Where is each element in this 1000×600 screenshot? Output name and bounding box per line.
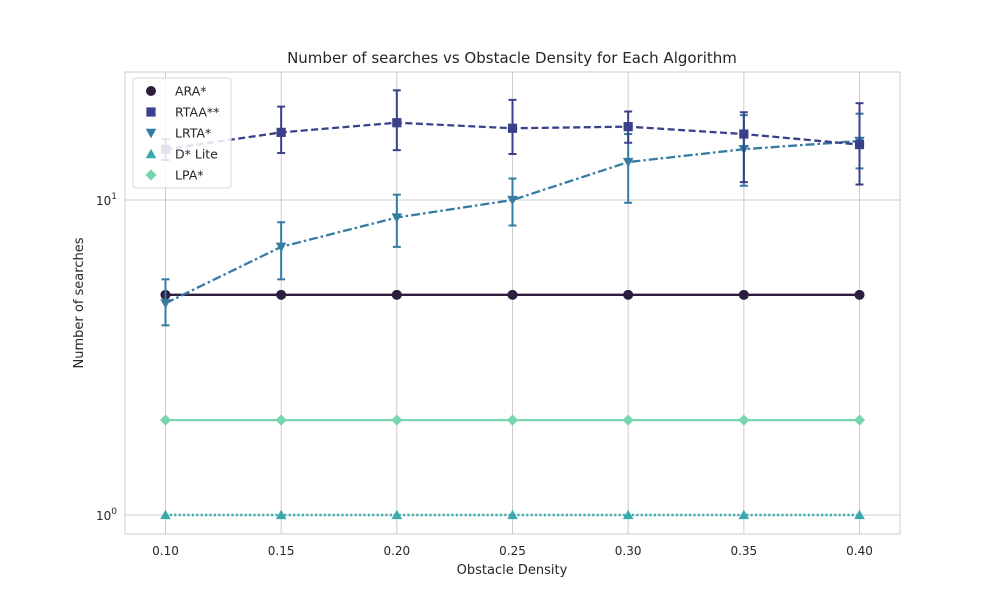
- data-point: [275, 414, 287, 426]
- x-tick-label: 0.35: [730, 544, 757, 558]
- legend-marker: [145, 169, 157, 181]
- legend-label: RTAA**: [175, 105, 219, 120]
- series-lpa: [159, 414, 866, 426]
- y-tick-label: 100: [96, 507, 117, 523]
- chart-title: Number of searches vs Obstacle Density f…: [287, 49, 737, 67]
- data-point: [622, 414, 634, 426]
- x-axis-label: Obstacle Density: [457, 563, 568, 578]
- data-point: [391, 289, 402, 300]
- data-point: [854, 509, 865, 520]
- legend-item: ARA*: [146, 84, 207, 99]
- x-tick-label: 0.20: [383, 544, 410, 558]
- legend-marker: [145, 148, 157, 159]
- data-point: [276, 289, 287, 300]
- data-point: [507, 289, 518, 300]
- legend-label: LRTA*: [175, 126, 211, 141]
- legend: ARA* RTAA** LRTA* D* Lite LPA*: [132, 77, 232, 189]
- data-point: [506, 414, 519, 426]
- data-point: [276, 127, 286, 137]
- x-tick-label: 0.30: [615, 544, 642, 558]
- data-point: [853, 414, 866, 426]
- data-point: [623, 122, 633, 132]
- data-point: [738, 289, 749, 300]
- x-tick-label: 0.15: [268, 544, 295, 558]
- data-point: [623, 289, 634, 300]
- legend-marker: [145, 128, 157, 139]
- data-point: [391, 509, 403, 520]
- legend-label: ARA*: [175, 84, 207, 99]
- y-tick-label: 101: [96, 192, 117, 208]
- legend-box: [132, 77, 232, 189]
- legend-label: LPA*: [175, 168, 204, 183]
- y-axis-ticks: 100 101: [96, 192, 117, 523]
- data-point: [622, 509, 634, 520]
- data-point: [622, 157, 634, 168]
- data-point: [391, 414, 403, 426]
- series-layer: [159, 89, 866, 520]
- data-point: [854, 289, 865, 300]
- x-tick-label: 0.40: [846, 544, 873, 558]
- series-ara: [160, 289, 865, 300]
- data-point: [507, 123, 518, 133]
- legend-marker: [146, 86, 156, 96]
- legend-item: LRTA*: [145, 126, 211, 141]
- data-point: [275, 242, 287, 253]
- data-point: [738, 414, 750, 426]
- legend-label: D* Lite: [175, 147, 218, 162]
- data-point: [738, 509, 750, 520]
- x-tick-label: 0.25: [499, 544, 526, 558]
- data-point: [160, 299, 171, 309]
- data-point: [507, 509, 518, 520]
- data-point: [391, 213, 403, 223]
- series-d-lite: [160, 509, 865, 520]
- data-point: [507, 195, 518, 206]
- data-point: [739, 129, 749, 139]
- legend-marker: [146, 107, 156, 117]
- x-tick-label: 0.10: [152, 544, 179, 558]
- data-point: [159, 414, 172, 426]
- legend-item: D* Lite: [145, 147, 218, 162]
- data-point: [854, 139, 865, 150]
- legend-item: RTAA**: [146, 105, 219, 120]
- x-axis-ticks: 0.10 0.15 0.20 0.25 0.30 0.35 0.40: [152, 544, 873, 558]
- legend-item: LPA*: [145, 168, 204, 183]
- data-point: [275, 509, 287, 520]
- y-axis-label: Number of searches: [72, 237, 87, 368]
- data-point: [160, 509, 171, 520]
- data-point: [392, 118, 402, 128]
